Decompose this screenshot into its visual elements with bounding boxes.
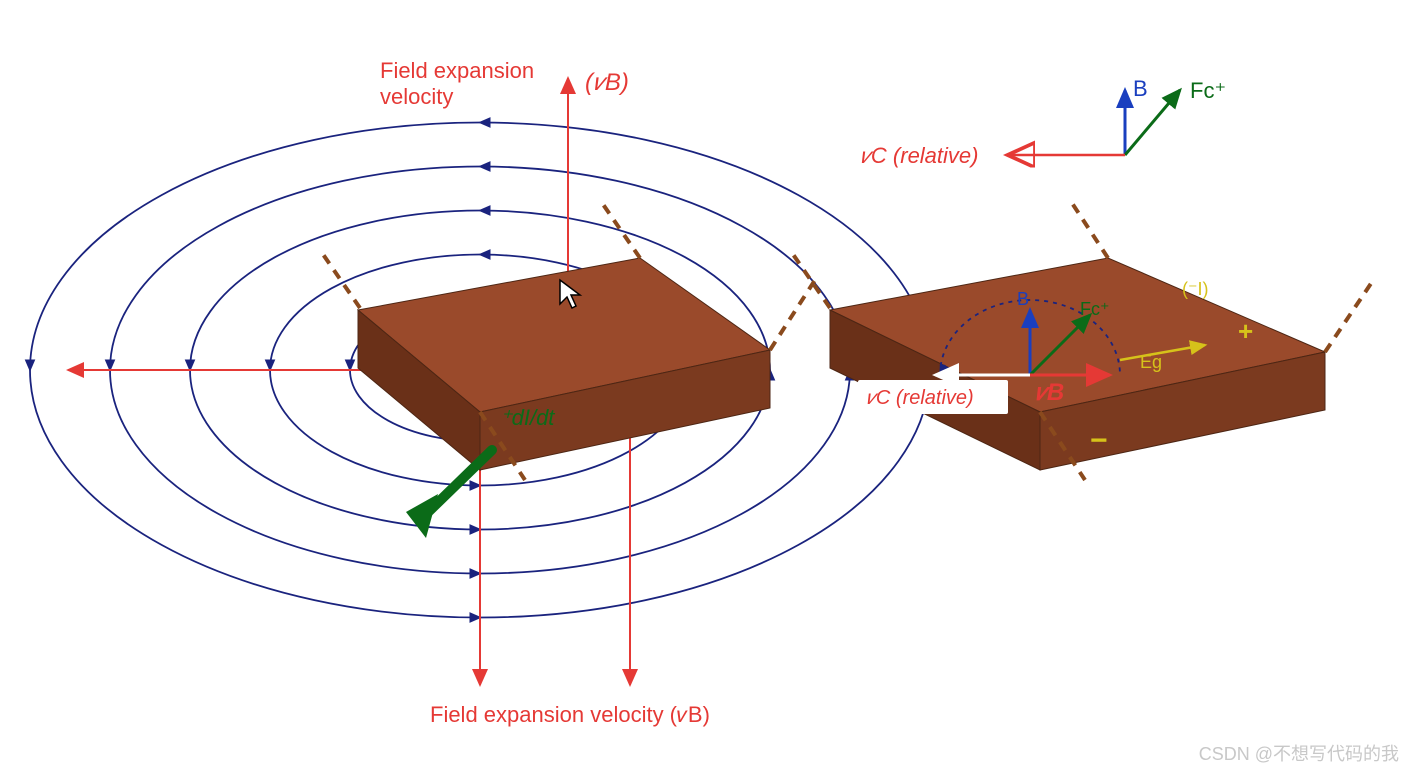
conductor-wire	[1325, 282, 1372, 352]
conductor-slab-right	[830, 258, 1325, 470]
diagram-canvas: ⁺dI/dt B Fc⁺ 𝜈B Eg (⁻I) + − 𝜈C (relative) Field e…	[0, 0, 1419, 780]
conductor-wire	[770, 280, 815, 350]
legend-b-label: B	[1133, 76, 1148, 101]
bottom-label: Field expansion velocity (𝜈B)	[430, 702, 710, 727]
minus-i-label: (⁻I)	[1182, 279, 1209, 299]
vb-label: 𝜈B	[1035, 379, 1064, 406]
field-expansion-title-1: Field expansion	[380, 58, 534, 83]
conductor-wire	[600, 200, 640, 258]
watermark-text: CSDN @不想写代码的我	[1199, 740, 1399, 766]
eg-label: Eg	[1140, 352, 1162, 372]
b-label: B	[1017, 289, 1029, 309]
vb-top-label: (𝜈B)	[585, 69, 629, 96]
legend-fc-label: Fc⁺	[1190, 78, 1226, 103]
minus-sign: −	[1090, 424, 1108, 457]
field-expansion-title-2: velocity	[380, 84, 453, 109]
fc-label: Fc⁺	[1080, 299, 1110, 319]
current-direction-arrowhead	[406, 494, 438, 538]
plus-sign: +	[1238, 316, 1253, 346]
legend-vc-label: 𝜈C (relative)	[860, 143, 978, 168]
vc-label: 𝜈C (relative)	[866, 387, 974, 409]
didt-label: ⁺dI/dt	[500, 405, 555, 430]
conductor-wire	[320, 250, 360, 308]
conductor-wire	[1070, 200, 1108, 258]
